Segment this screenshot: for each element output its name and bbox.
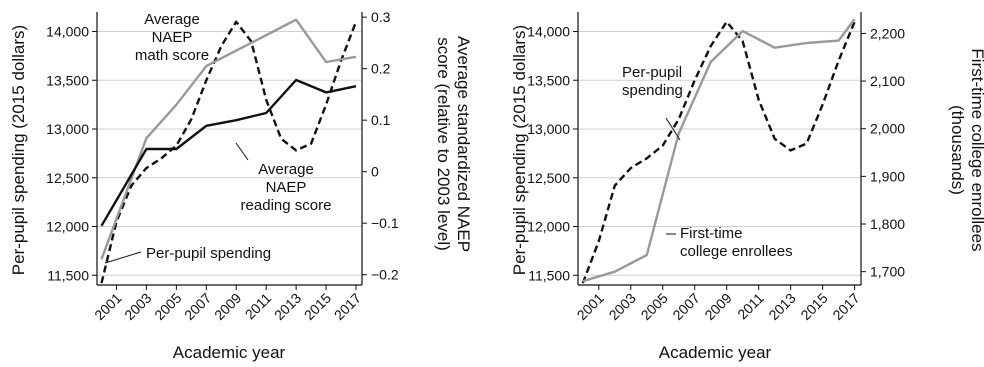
x-tick-label: 2013 xyxy=(765,290,798,323)
x-tick-label: 2009 xyxy=(701,290,734,323)
left-y-tick-label: 13,500 xyxy=(527,72,570,88)
x-tick-label: 2003 xyxy=(606,290,639,323)
right-y-tick-label: 1,700 xyxy=(870,264,905,280)
x-tick-label: 2015 xyxy=(301,290,334,323)
right-y-tick-label: 2,200 xyxy=(870,25,905,41)
left-y-tick-label: 11,500 xyxy=(47,267,89,283)
right-y-axis-title: First-time college enrollees(thousands) xyxy=(948,48,984,251)
right-y-tick-label: −0.1 xyxy=(371,215,399,231)
x-tick-label: 2001 xyxy=(574,290,607,323)
right-y-tick-label: 1,800 xyxy=(870,216,905,232)
x-tick-label: 2017 xyxy=(829,290,862,323)
left-y-tick-label: 13,000 xyxy=(527,121,570,137)
series-annotation: Average NAEP reading score xyxy=(241,161,332,214)
right-y-tick-label: 0.2 xyxy=(371,61,391,77)
left-chart-panel: 11,500 12,000 12,500 13,000 13,500 14,000 −0.2… xyxy=(9,9,473,362)
series-annotation: Per-pupil spending xyxy=(622,64,683,99)
series-annotation: First-time college enrollees xyxy=(680,225,793,260)
x-tick-label: 2005 xyxy=(638,290,671,323)
left-y-tick-label: 14,000 xyxy=(46,24,89,40)
left-y-tick-label: 12,000 xyxy=(527,219,570,235)
series-annotation: Average NAEP math score xyxy=(135,11,209,64)
x-axis-title: Academic year xyxy=(659,343,772,362)
annotation-leader xyxy=(665,117,681,141)
series-annotation: Per-pupil spending xyxy=(146,245,271,262)
right-y-tick-label: 2,100 xyxy=(870,73,905,89)
x-tick-label: 2001 xyxy=(91,290,124,323)
right-y-axis-title: Average standardized NAEPscore (relative… xyxy=(434,36,473,252)
x-tick-label: 2007 xyxy=(669,290,702,323)
x-tick-label: 2011 xyxy=(242,290,275,323)
x-tick-label: 2011 xyxy=(734,290,767,323)
right-y-tick-label: 0 xyxy=(371,164,379,180)
right-chart-panel: 11,500 12,000 12,500 13,000 13,500 14,000 1,70… xyxy=(510,12,984,362)
left-y-tick-label: 13,500 xyxy=(46,72,89,88)
left-y-axis-title: Per-pupil spending (2015 dollars) xyxy=(510,25,529,275)
x-tick-label: 2003 xyxy=(121,290,154,323)
x-tick-label: 2005 xyxy=(151,290,184,323)
series-line-average-naep-reading-score xyxy=(100,78,357,227)
series-line-first-time-college-enrollees xyxy=(582,18,856,283)
annotation-leader xyxy=(104,251,142,264)
left-y-tick-label: 14,000 xyxy=(527,24,570,40)
x-tick-label: 2015 xyxy=(797,290,830,323)
x-tick-label: 2007 xyxy=(181,290,214,323)
series-line-average-naep-math-score xyxy=(100,18,357,260)
left-y-tick-label: 12,000 xyxy=(46,219,89,235)
right-y-tick-label: 1,900 xyxy=(870,168,905,184)
x-axis-title: Academic year xyxy=(173,343,286,362)
x-tick-label: 2013 xyxy=(271,290,304,323)
x-tick-label: 2017 xyxy=(331,290,364,323)
series-line-per-pupil-spending xyxy=(581,20,856,284)
right-y-tick-label: 0.1 xyxy=(371,112,391,128)
x-tick-label: 2009 xyxy=(211,290,244,323)
left-y-axis-title: Per-pupil spending (2015 dollars) xyxy=(9,25,28,275)
left-y-tick-label: 13,000 xyxy=(46,121,89,137)
right-y-tick-label: 0.3 xyxy=(371,9,391,25)
right-y-tick-label: −0.2 xyxy=(371,267,399,283)
left-y-tick-label: 12,500 xyxy=(46,170,89,186)
left-y-tick-label: 11,500 xyxy=(528,267,570,283)
left-y-tick-label: 12,500 xyxy=(527,170,570,186)
series-line-per-pupil-spending xyxy=(100,20,358,284)
annotation-leader xyxy=(235,142,249,161)
right-y-tick-label: 2,000 xyxy=(870,121,905,137)
